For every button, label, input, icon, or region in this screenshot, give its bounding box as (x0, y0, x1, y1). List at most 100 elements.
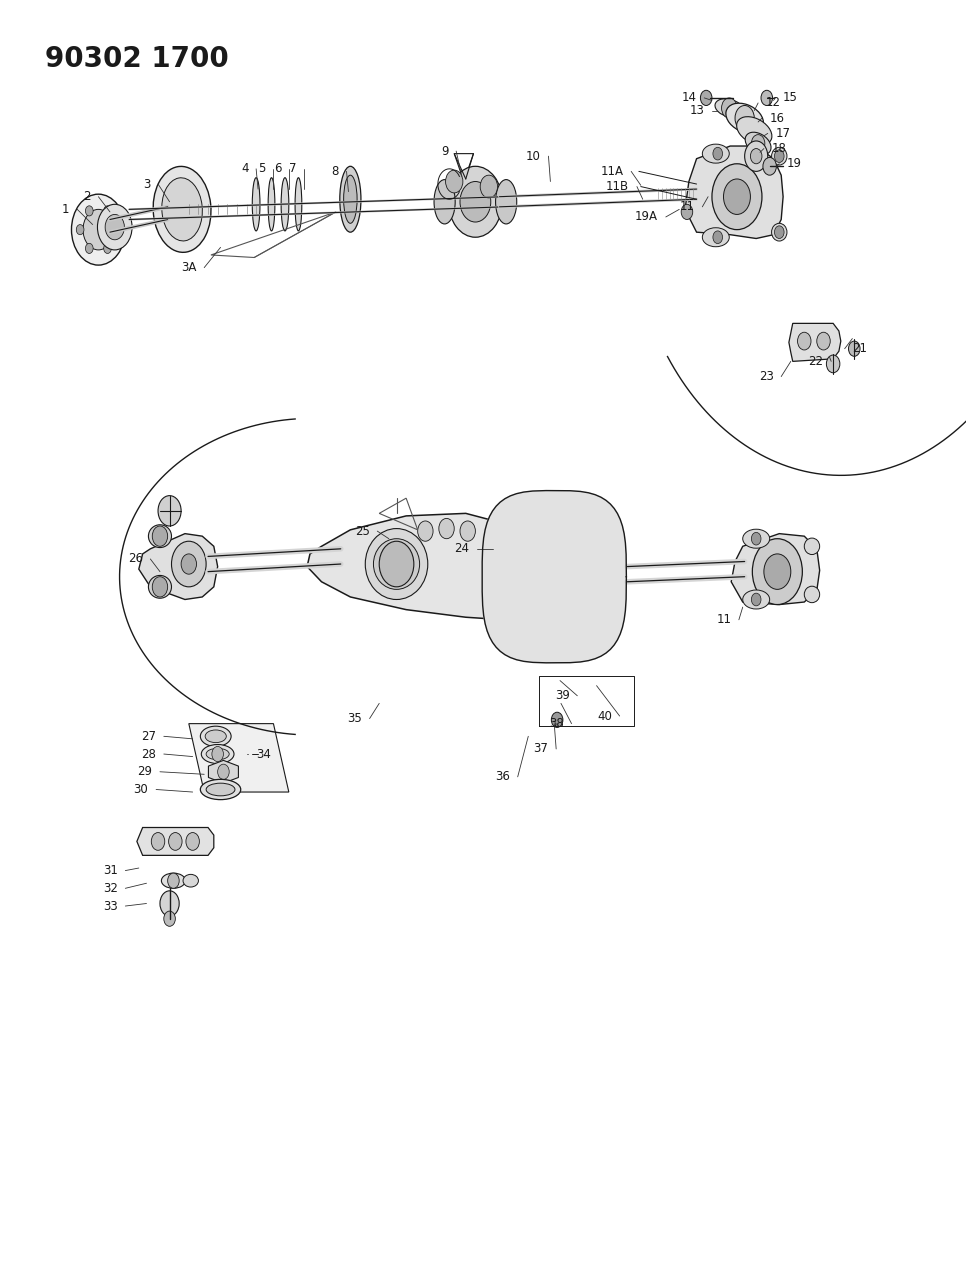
Ellipse shape (339, 166, 360, 232)
Polygon shape (788, 324, 840, 361)
Circle shape (77, 224, 84, 235)
Ellipse shape (205, 748, 229, 760)
Text: 90302 1700: 90302 1700 (45, 45, 228, 73)
Circle shape (711, 163, 762, 230)
Text: 39: 39 (554, 690, 569, 703)
Ellipse shape (725, 103, 763, 133)
Text: 13: 13 (689, 105, 703, 117)
Ellipse shape (495, 180, 516, 224)
Text: 6: 6 (273, 162, 281, 176)
Circle shape (721, 98, 736, 119)
Circle shape (735, 106, 754, 131)
Ellipse shape (252, 177, 260, 231)
Circle shape (493, 570, 503, 583)
Circle shape (172, 541, 205, 587)
Circle shape (97, 204, 132, 250)
Ellipse shape (803, 586, 819, 603)
Circle shape (459, 181, 490, 222)
Circle shape (548, 505, 558, 518)
Circle shape (605, 570, 614, 583)
Circle shape (104, 205, 111, 215)
Text: 4: 4 (240, 162, 248, 176)
Circle shape (181, 553, 197, 574)
Circle shape (761, 91, 771, 106)
Text: 22: 22 (808, 354, 823, 368)
Ellipse shape (742, 529, 768, 548)
Circle shape (700, 91, 711, 106)
Text: 33: 33 (103, 900, 117, 913)
Text: 7: 7 (289, 162, 297, 176)
Ellipse shape (373, 539, 420, 589)
Circle shape (211, 746, 223, 761)
Text: 34: 34 (256, 747, 270, 760)
Text: 40: 40 (597, 709, 611, 723)
Text: 19A: 19A (635, 210, 657, 223)
Ellipse shape (343, 175, 357, 223)
Polygon shape (731, 534, 819, 604)
Text: 18: 18 (770, 142, 786, 156)
Ellipse shape (515, 530, 593, 623)
Ellipse shape (525, 542, 582, 611)
Circle shape (588, 617, 598, 630)
Ellipse shape (183, 875, 199, 887)
Circle shape (764, 553, 790, 589)
Text: 17: 17 (774, 128, 790, 140)
Ellipse shape (281, 177, 289, 231)
Circle shape (480, 175, 497, 198)
Circle shape (510, 617, 519, 630)
Circle shape (744, 142, 766, 171)
Circle shape (418, 521, 432, 541)
Ellipse shape (744, 133, 770, 154)
Text: 32: 32 (103, 882, 117, 895)
Circle shape (588, 524, 598, 537)
Circle shape (85, 205, 93, 215)
Ellipse shape (770, 148, 786, 164)
Text: 27: 27 (141, 729, 156, 743)
Ellipse shape (202, 745, 234, 764)
Circle shape (160, 891, 179, 917)
Circle shape (550, 713, 562, 728)
Circle shape (751, 135, 765, 153)
Circle shape (750, 149, 762, 163)
Ellipse shape (205, 731, 226, 742)
Circle shape (104, 244, 111, 254)
Ellipse shape (770, 223, 786, 241)
Circle shape (169, 833, 182, 850)
Text: 10: 10 (525, 149, 541, 163)
Circle shape (72, 194, 125, 265)
Ellipse shape (161, 873, 185, 889)
Text: 31: 31 (103, 864, 117, 877)
Text: 36: 36 (494, 770, 510, 783)
Circle shape (151, 833, 165, 850)
Text: 11B: 11B (606, 180, 629, 193)
Circle shape (848, 342, 860, 356)
Text: 35: 35 (347, 711, 361, 725)
Circle shape (168, 873, 179, 889)
Ellipse shape (295, 177, 301, 231)
Circle shape (164, 912, 175, 927)
Circle shape (751, 593, 761, 606)
Circle shape (152, 527, 168, 546)
Circle shape (680, 204, 692, 219)
Text: 5: 5 (258, 162, 266, 176)
Ellipse shape (201, 727, 231, 746)
Text: 16: 16 (768, 112, 784, 125)
Circle shape (105, 214, 124, 240)
Circle shape (773, 150, 783, 162)
Circle shape (83, 209, 113, 250)
Text: 9: 9 (441, 144, 448, 158)
Circle shape (487, 541, 501, 557)
Circle shape (438, 519, 453, 539)
Text: 30: 30 (134, 783, 148, 796)
Circle shape (186, 833, 200, 850)
Text: 21: 21 (852, 342, 866, 356)
Polygon shape (189, 724, 289, 792)
Circle shape (548, 636, 558, 649)
Text: 8: 8 (331, 164, 338, 178)
Text: 11: 11 (679, 200, 694, 213)
Ellipse shape (153, 167, 211, 252)
Text: 23: 23 (758, 370, 772, 382)
Polygon shape (137, 827, 213, 856)
Polygon shape (482, 491, 626, 663)
Circle shape (773, 226, 783, 238)
